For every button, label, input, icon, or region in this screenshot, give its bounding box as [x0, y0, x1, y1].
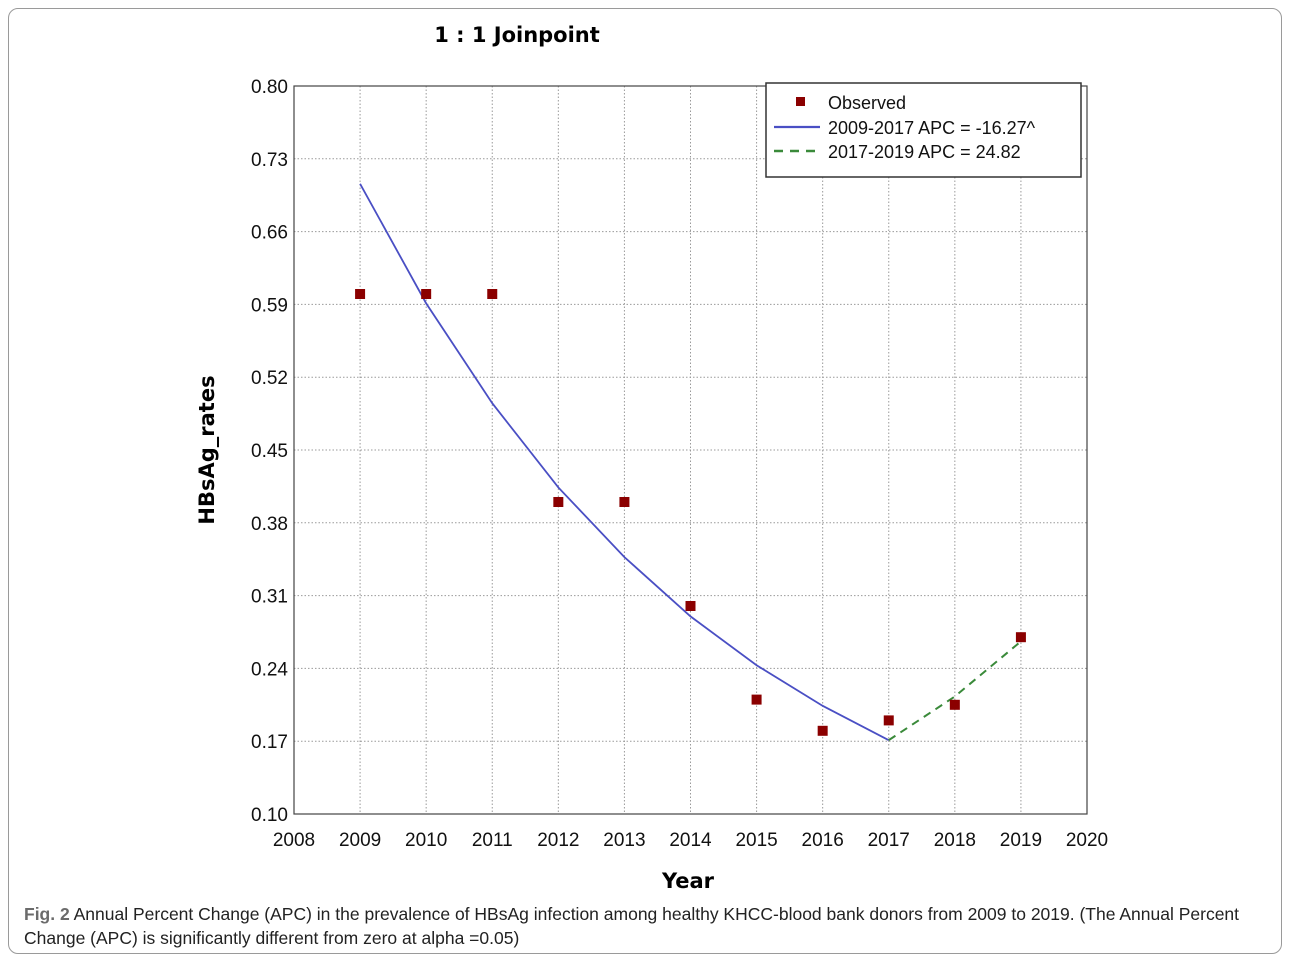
y-tick-label: 0.80 — [251, 77, 288, 98]
grid-layer — [294, 86, 1087, 814]
observed-point — [686, 601, 696, 611]
y-tick-label: 0.38 — [251, 514, 288, 535]
observed-point — [884, 715, 894, 725]
x-tick-label: 2008 — [273, 830, 315, 851]
observed-point — [421, 289, 431, 299]
y-tick-label: 0.73 — [251, 150, 288, 171]
observed-point — [818, 726, 828, 736]
observed-point — [553, 497, 563, 507]
tick-layer: 2008 2009 2010 2011 2012 2013 2014 2015 2016 2017… — [251, 77, 1108, 851]
y-tick-label: 0.45 — [251, 441, 288, 462]
y-axis-label: HBsAg_rates — [195, 375, 219, 524]
observed-point — [355, 289, 365, 299]
observed-point — [487, 289, 497, 299]
observed-point — [950, 700, 960, 710]
segment2-fit-line — [889, 641, 1021, 740]
observed-point — [752, 695, 762, 705]
x-tick-label: 2017 — [868, 830, 910, 851]
legend-segment2-label: 2017-2019 APC = 24.82 — [828, 142, 1021, 162]
y-tick-label: 0.31 — [251, 587, 288, 608]
legend-observed-marker — [796, 97, 805, 106]
x-tick-label: 2018 — [934, 830, 976, 851]
chart-title: 1 : 1 Joinpoint — [434, 23, 600, 47]
observed-point — [1016, 632, 1026, 642]
caption-text: Annual Percent Change (APC) in the preva… — [24, 904, 1239, 948]
legend-observed-label: Observed — [828, 93, 906, 113]
y-tick-label: 0.17 — [251, 732, 288, 753]
x-tick-label: 2020 — [1066, 830, 1108, 851]
legend-segment1-label: 2009-2017 APC = -16.27^ — [828, 118, 1036, 138]
y-tick-label: 0.66 — [251, 223, 288, 244]
y-tick-label: 0.10 — [251, 805, 288, 826]
observed-point — [619, 497, 629, 507]
x-axis-label: Year — [661, 869, 715, 893]
x-tick-label: 2010 — [405, 830, 447, 851]
y-tick-label: 0.52 — [251, 368, 288, 389]
x-tick-label: 2012 — [537, 830, 579, 851]
x-tick-label: 2015 — [735, 830, 777, 851]
x-tick-label: 2016 — [802, 830, 844, 851]
x-tick-label: 2013 — [603, 830, 645, 851]
figure-caption: Fig. 2 Annual Percent Change (APC) in th… — [24, 902, 1269, 950]
x-tick-label: 2009 — [339, 830, 381, 851]
caption-label: Fig. 2 — [24, 904, 70, 924]
y-tick-label: 0.24 — [251, 659, 288, 680]
x-tick-label: 2011 — [472, 830, 513, 851]
x-tick-label: 2019 — [1000, 830, 1042, 851]
x-tick-label: 2014 — [669, 830, 712, 851]
legend: Observed 2009-2017 APC = -16.27^ 2017-20… — [766, 83, 1081, 177]
y-tick-label: 0.59 — [251, 295, 288, 316]
